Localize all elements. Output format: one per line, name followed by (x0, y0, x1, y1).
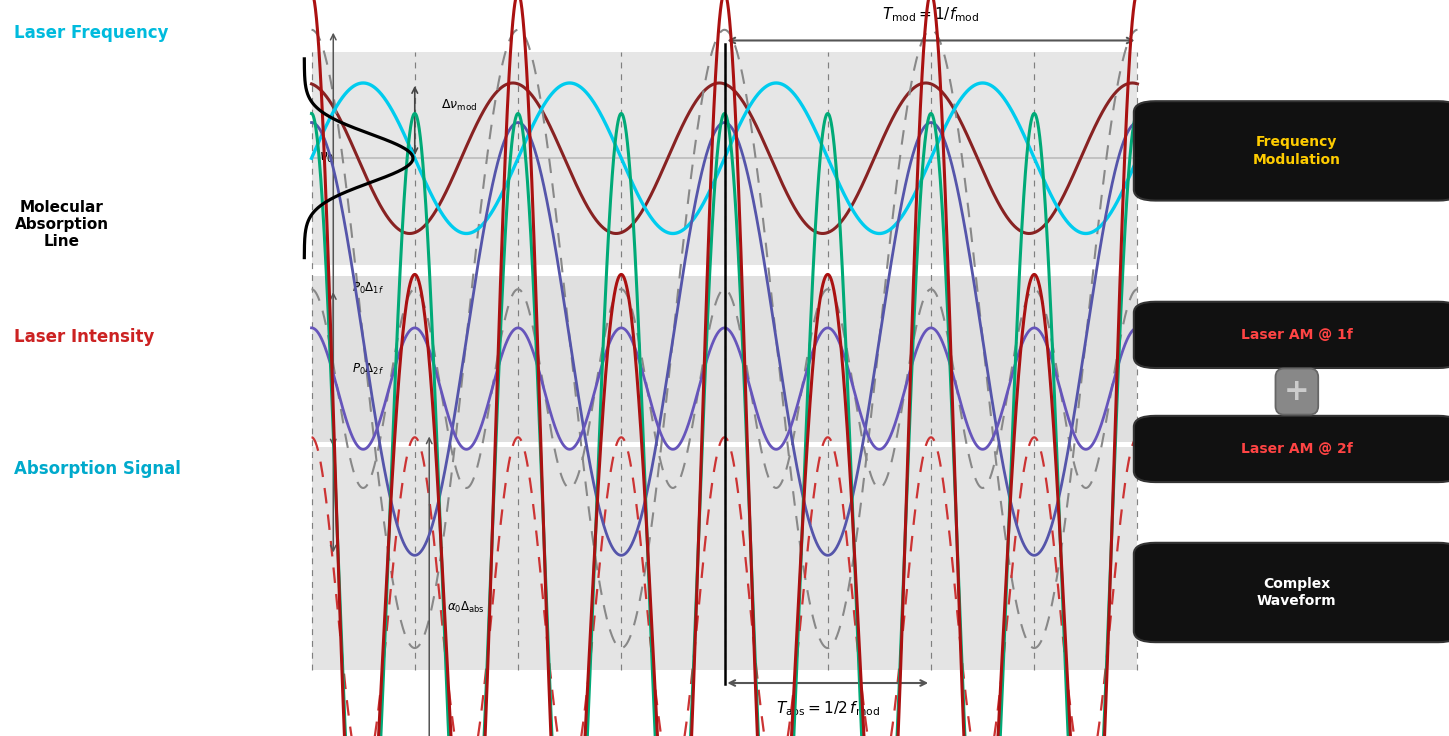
Text: $\alpha_0\Delta_{\rm abs}$: $\alpha_0\Delta_{\rm abs}$ (446, 600, 484, 615)
Text: Absorption Signal: Absorption Signal (14, 460, 181, 478)
Text: Frequency
Modulation: Frequency Modulation (1253, 135, 1340, 166)
Text: Molecular
Absorption
Line: Molecular Absorption Line (14, 199, 109, 250)
FancyBboxPatch shape (312, 52, 1137, 265)
Text: $\Delta\nu_{\rm mod}$: $\Delta\nu_{\rm mod}$ (440, 99, 477, 113)
Text: $P_0\Delta_{2f}$: $P_0\Delta_{2f}$ (352, 361, 384, 377)
Text: $T_{\rm mod} = 1/f_{\rm mod}$: $T_{\rm mod} = 1/f_{\rm mod}$ (882, 6, 980, 24)
Text: Laser AM @ 2f: Laser AM @ 2f (1240, 442, 1353, 456)
FancyBboxPatch shape (1133, 543, 1449, 642)
Text: Laser Frequency: Laser Frequency (14, 24, 170, 42)
FancyBboxPatch shape (312, 447, 1137, 670)
FancyBboxPatch shape (1133, 416, 1449, 482)
Text: Laser AM @ 1f: Laser AM @ 1f (1240, 328, 1353, 342)
FancyBboxPatch shape (312, 276, 1137, 442)
Text: $P_0\Delta_{1f}$: $P_0\Delta_{1f}$ (352, 281, 384, 297)
Text: Complex
Waveform: Complex Waveform (1258, 577, 1336, 608)
Text: +: + (1284, 377, 1310, 406)
Text: $\nu_0$: $\nu_0$ (319, 151, 335, 166)
FancyBboxPatch shape (1133, 101, 1449, 200)
FancyBboxPatch shape (1133, 302, 1449, 368)
Text: Laser Intensity: Laser Intensity (14, 328, 155, 346)
Text: $T_{\rm abs} = 1/2\,f_{\rm mod}$: $T_{\rm abs} = 1/2\,f_{\rm mod}$ (775, 699, 880, 718)
